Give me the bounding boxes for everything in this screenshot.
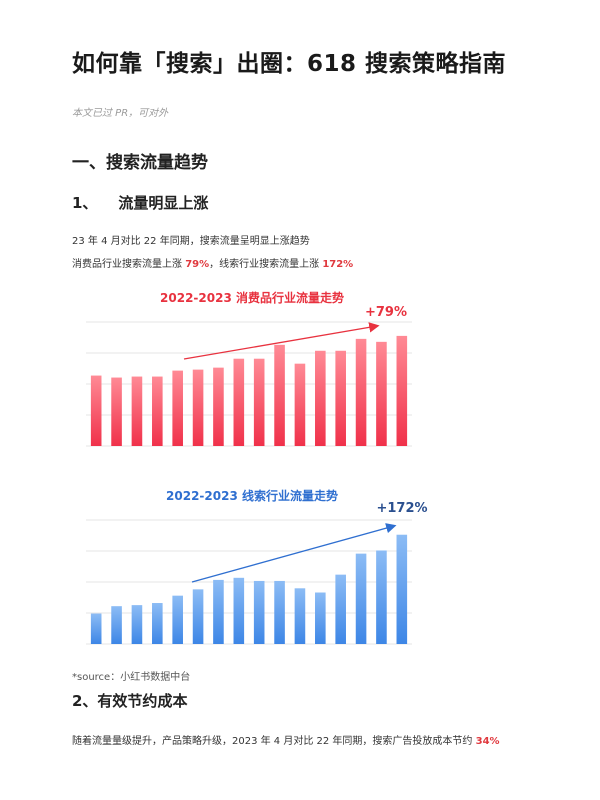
bar — [90, 375, 102, 446]
bar — [396, 335, 408, 446]
source-note: *source：小红书数据中台 — [72, 672, 191, 683]
consumer-traffic-chart-svg: 2022-2023 消费品行业流量走势 +79% — [86, 290, 412, 447]
bar — [152, 603, 163, 644]
bar — [233, 577, 245, 644]
bar — [294, 588, 306, 644]
bar — [335, 350, 346, 446]
bar — [192, 589, 204, 644]
bar — [111, 377, 122, 446]
bar — [131, 376, 143, 446]
bar — [376, 550, 387, 644]
bar — [131, 605, 143, 644]
growth-text-middle: ，线索行业搜索流量上涨 — [209, 259, 323, 270]
chart-title: 2022-2023 线索行业流量走势 — [166, 488, 338, 503]
page-title: 如何靠「搜索」出圈：618 搜索策略指南 — [72, 51, 507, 77]
bar — [172, 595, 183, 644]
bar — [192, 369, 204, 446]
growth-annotation: +79% — [365, 305, 407, 320]
bar — [294, 363, 306, 446]
pr-note: 本文已过 PR，可对外 — [72, 108, 169, 119]
bar — [253, 580, 265, 644]
trend-arrow — [183, 322, 380, 360]
bar — [253, 358, 265, 446]
leads-growth-value: 172% — [322, 259, 354, 270]
growth-text-prefix: 消费品行业搜索流量上涨 — [72, 259, 186, 270]
cost-text-prefix: 随着流量量级提升，产品策略升级，2023 年 4 月对比 22 年同期，搜索广告… — [72, 736, 476, 747]
leads-traffic-chart: 2022-2023 线索行业流量走势 +172% — [72, 482, 432, 652]
paragraph-traffic-growth: 消费品行业搜索流量上涨 79%，线索行业搜索流量上涨 172% — [72, 255, 353, 270]
bar — [315, 350, 326, 446]
section-heading-search-trend: 一、搜索流量趋势 — [72, 153, 208, 173]
consumer-growth-value: 79% — [185, 259, 210, 270]
trend-arrow — [191, 523, 397, 583]
bar — [152, 376, 163, 446]
growth-annotation: +172% — [376, 501, 427, 516]
bar — [396, 534, 408, 644]
bar — [355, 338, 367, 446]
bar — [213, 579, 224, 644]
cost-saving-value: 34% — [475, 736, 500, 747]
bar — [90, 613, 102, 644]
paragraph-cost-saving: 随着流量量级提升，产品策略升级，2023 年 4 月对比 22 年同期，搜索广告… — [72, 732, 500, 747]
subsection-heading-traffic-rise: 1、 流量明显上涨 — [72, 194, 209, 212]
bar — [213, 367, 224, 446]
bar — [274, 344, 285, 446]
bar — [315, 592, 326, 644]
bar — [355, 553, 367, 644]
chart-title: 2022-2023 消费品行业流量走势 — [160, 290, 344, 305]
consumer-traffic-chart: 2022-2023 消费品行业流量走势 +79% — [72, 284, 432, 454]
bar — [172, 370, 183, 446]
bar — [111, 606, 122, 644]
bar — [376, 341, 387, 446]
paragraph-traffic-comparison: 23 年 4 月对比 22 年同期，搜索流量呈明显上涨趋势 — [72, 236, 310, 247]
subsection-heading-cost-saving: 2、有效节约成本 — [72, 692, 188, 710]
bar — [233, 358, 245, 446]
bar — [274, 580, 285, 644]
bar — [335, 574, 346, 644]
leads-traffic-chart-svg: 2022-2023 线索行业流量走势 +172% — [86, 488, 428, 645]
